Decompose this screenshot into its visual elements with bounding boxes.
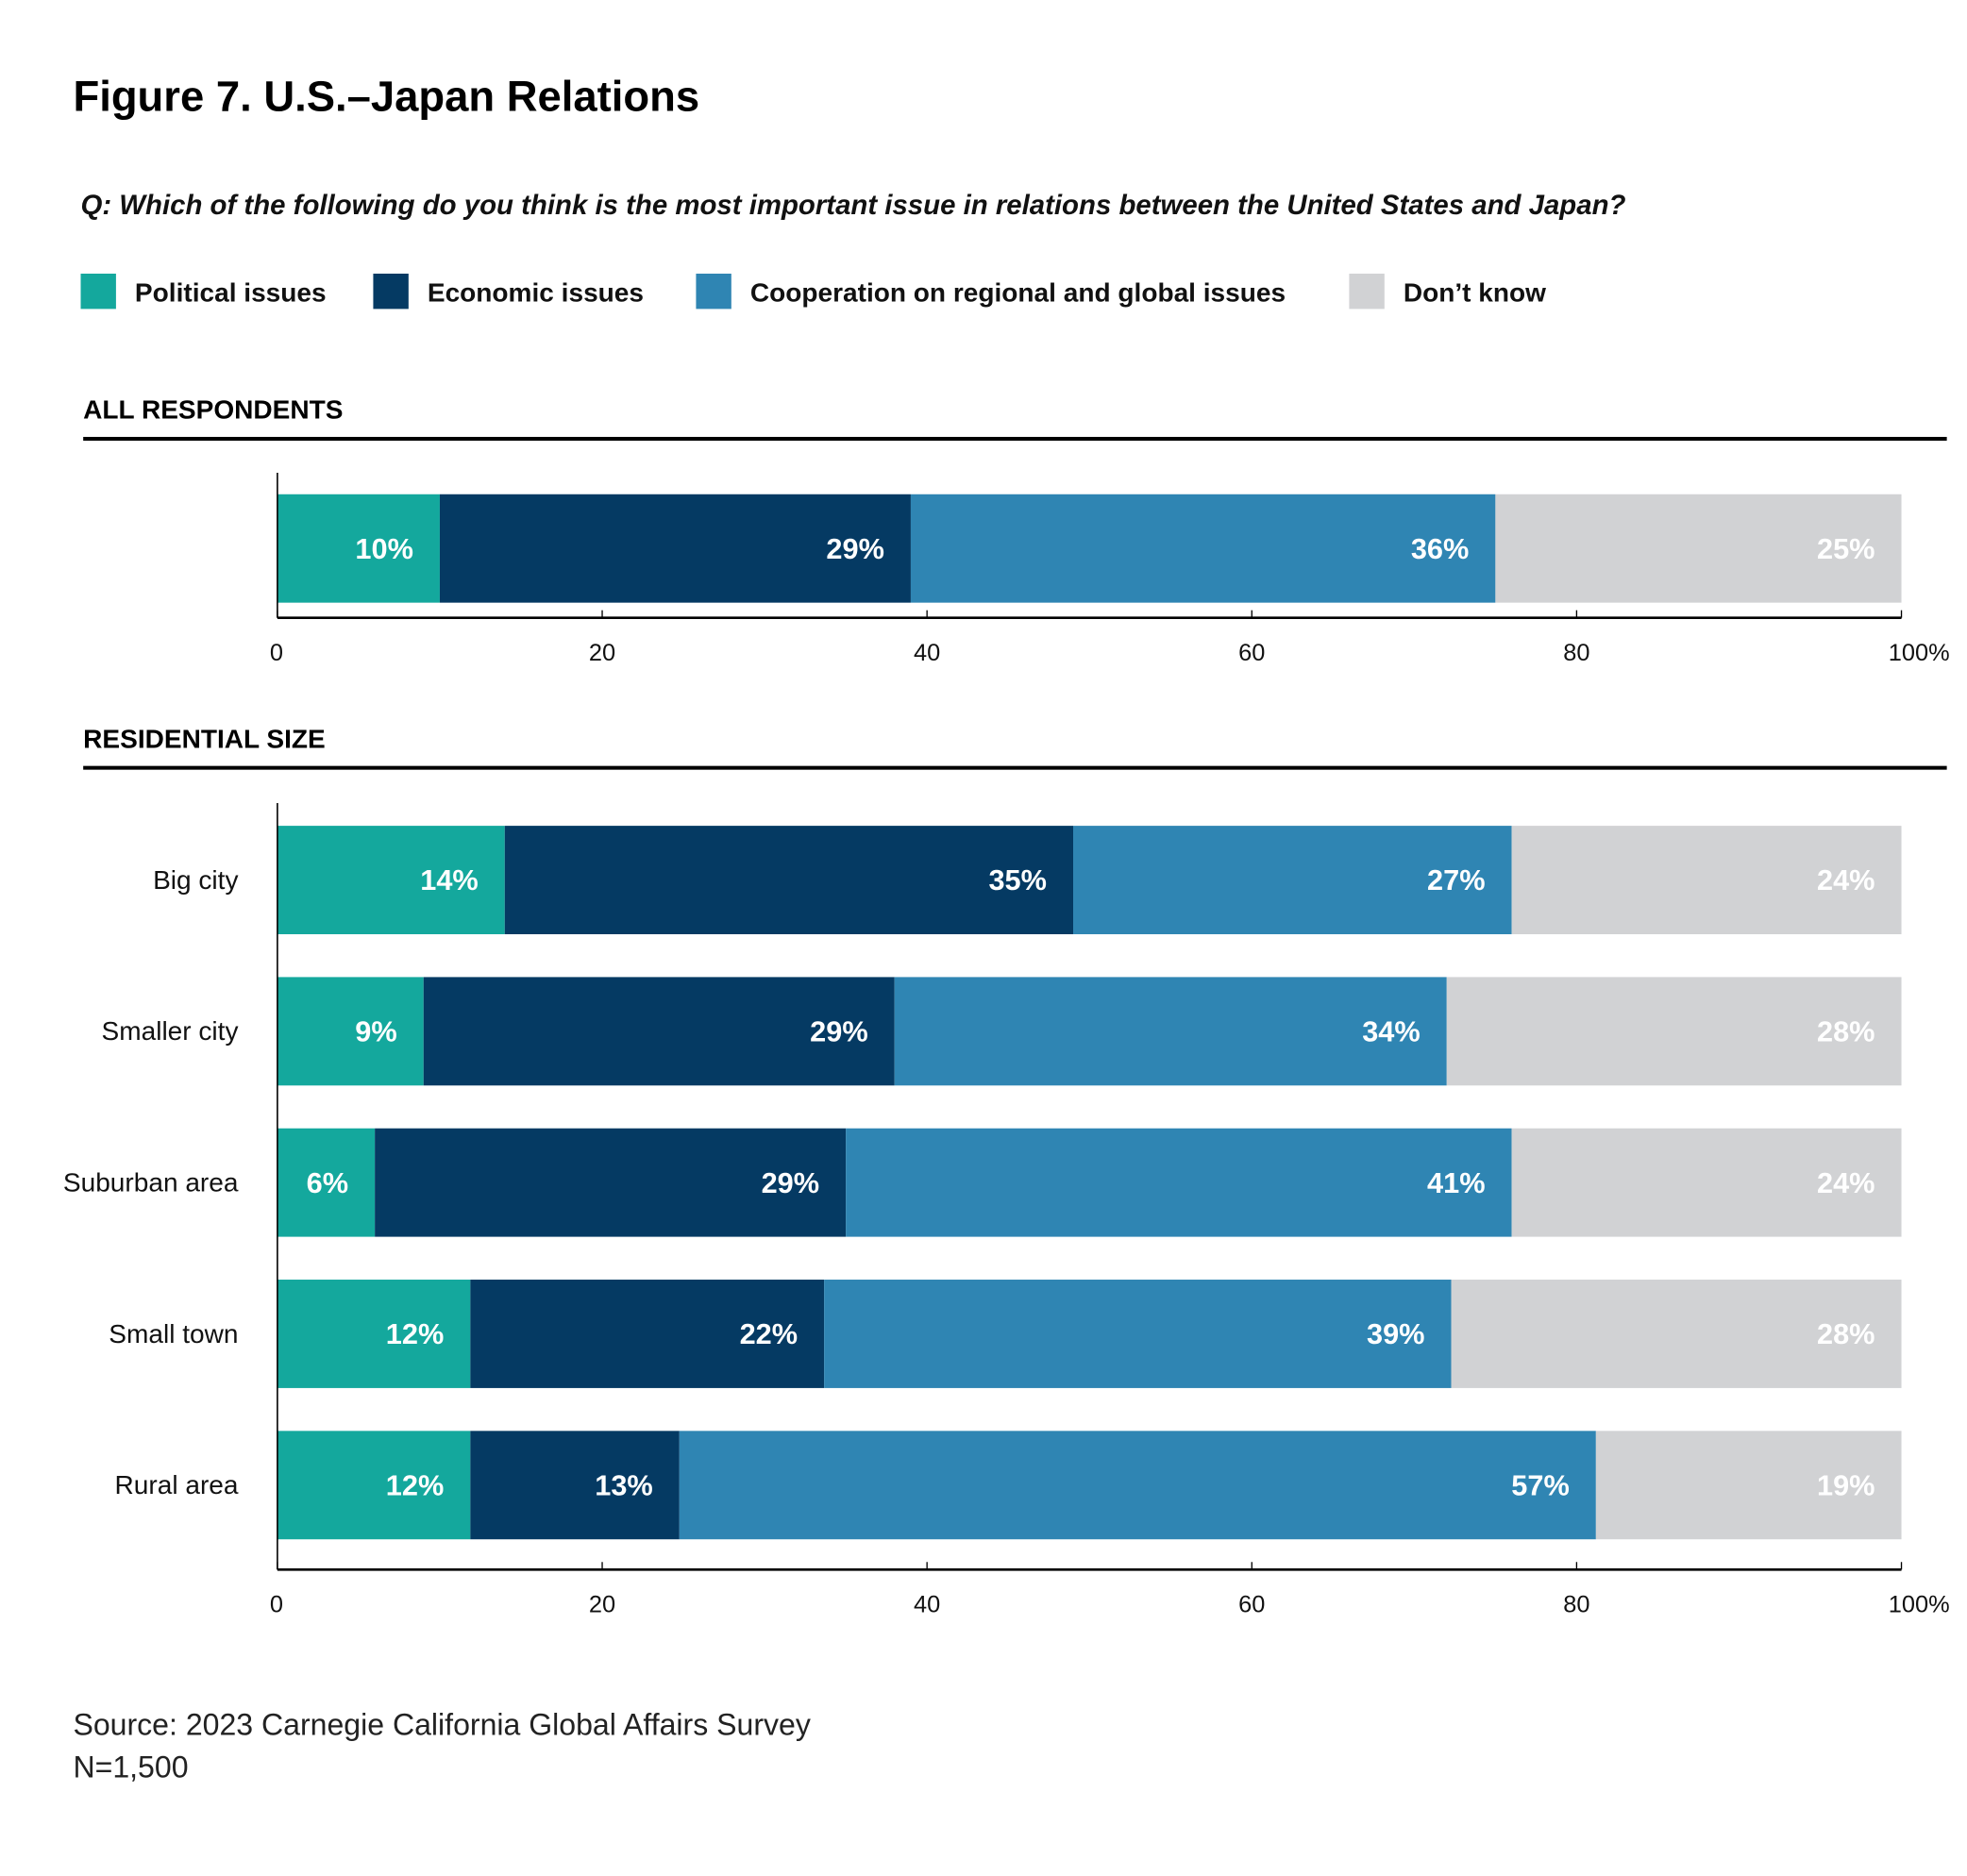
data-label: 12% xyxy=(386,1468,444,1501)
bar-segment xyxy=(470,1280,825,1388)
panel-residential-size: RESIDENTIAL SIZE Big city 14% 35% 27% 24% Smal… xyxy=(63,724,1950,1617)
x-tick-label: 100% xyxy=(1889,1592,1950,1618)
bar-row: Rural area 12% 13% 57% 19% xyxy=(115,1431,1902,1540)
bar-segment xyxy=(910,494,1496,603)
figure-title: Figure 7. U.S.–Japan Relations xyxy=(73,73,699,121)
bar-segment xyxy=(1495,494,1902,603)
legend-item: Don’t know xyxy=(1349,273,1546,310)
bar-segment xyxy=(1595,1431,1902,1540)
data-label: 34% xyxy=(1362,1015,1420,1048)
source-note: Source: 2023 Carnegie California Global … xyxy=(73,1707,810,1741)
bar-segment xyxy=(1073,826,1512,934)
bar-segment xyxy=(277,1280,471,1388)
bar-segment xyxy=(1451,1280,1902,1388)
bar-segment xyxy=(277,826,505,934)
data-label: 41% xyxy=(1427,1166,1485,1199)
bar-segment xyxy=(1511,826,1902,934)
bar-segment xyxy=(277,1431,471,1540)
bar-segment xyxy=(423,977,895,1086)
bar-row: Suburban area 6% 29% 41% 24% xyxy=(63,1128,1902,1237)
x-tick-label: 100% xyxy=(1889,640,1950,666)
legend-label: Don’t know xyxy=(1404,277,1546,307)
data-label: 29% xyxy=(826,532,883,565)
data-label: 12% xyxy=(386,1317,444,1350)
data-label: 39% xyxy=(1367,1317,1424,1350)
x-tick-label: 0 xyxy=(270,640,283,666)
bar-segment xyxy=(439,494,911,603)
section-title: RESIDENTIAL SIZE xyxy=(83,724,326,753)
bar-segment xyxy=(277,494,440,603)
bar-row: Big city 14% 35% 27% 24% xyxy=(153,826,1902,934)
legend-item: Political issues xyxy=(80,273,327,310)
data-label: 28% xyxy=(1817,1317,1875,1350)
bar-segment xyxy=(375,1128,847,1237)
legend-swatch xyxy=(1349,273,1385,310)
section-rule xyxy=(83,765,1947,770)
legend-item: Cooperation on regional and global issue… xyxy=(696,273,1286,310)
category-label: Suburban area xyxy=(63,1168,239,1198)
legend-item: Economic issues xyxy=(373,273,644,310)
data-label: 6% xyxy=(307,1166,348,1199)
x-tick-label: 20 xyxy=(589,1592,615,1618)
bar-segment xyxy=(1511,1128,1902,1237)
data-label: 28% xyxy=(1817,1015,1875,1048)
data-label: 14% xyxy=(420,863,478,896)
data-label: 35% xyxy=(988,863,1046,896)
bar-row: Smaller city 9% 29% 34% 28% xyxy=(102,977,1902,1086)
bar-segment xyxy=(894,977,1447,1086)
data-label: 24% xyxy=(1817,863,1875,896)
x-tick-label: 60 xyxy=(1238,640,1265,666)
x-tick-label: 80 xyxy=(1563,1592,1589,1618)
x-tick-label: 80 xyxy=(1563,640,1589,666)
x-tick-label: 0 xyxy=(270,1592,283,1618)
category-label: Smaller city xyxy=(102,1016,239,1046)
category-label: Small town xyxy=(109,1319,238,1348)
x-tick-label: 20 xyxy=(589,640,615,666)
bar-segment xyxy=(1446,977,1902,1086)
data-label: 19% xyxy=(1817,1468,1875,1501)
data-label: 36% xyxy=(1411,532,1469,565)
x-tick-label: 40 xyxy=(914,640,940,666)
category-label: Big city xyxy=(153,865,238,895)
category-label: Rural area xyxy=(115,1470,239,1499)
panel-all-respondents: ALL RESPONDENTS 10% 29% 36% 25% 0 20 40 60 80 100% xyxy=(83,395,1950,666)
data-label: 29% xyxy=(810,1015,867,1048)
section-rule xyxy=(83,436,1947,441)
data-label: 9% xyxy=(355,1015,396,1048)
legend-label: Economic issues xyxy=(428,277,644,307)
bar-segment xyxy=(846,1128,1512,1237)
legend-label: Cooperation on regional and global issue… xyxy=(750,277,1286,307)
data-label: 25% xyxy=(1817,532,1875,565)
legend-swatch xyxy=(696,273,731,310)
data-label: 57% xyxy=(1511,1468,1569,1501)
data-label: 29% xyxy=(762,1166,819,1199)
data-label: 22% xyxy=(740,1317,798,1350)
data-label: 10% xyxy=(355,532,412,565)
section-title: ALL RESPONDENTS xyxy=(83,395,343,425)
sample-size: N=1,500 xyxy=(73,1750,188,1784)
data-label: 13% xyxy=(595,1468,652,1501)
legend-swatch xyxy=(80,273,116,310)
bar-segment xyxy=(504,826,1074,934)
data-label: 24% xyxy=(1817,1166,1875,1199)
data-label: 27% xyxy=(1427,863,1485,896)
bar-segment xyxy=(277,977,424,1086)
bar-segment xyxy=(679,1431,1596,1540)
bar-row: Small town 12% 22% 39% 28% xyxy=(109,1280,1902,1388)
question-text: Q: Which of the following do you think i… xyxy=(80,190,1625,221)
bar-segment xyxy=(824,1280,1452,1388)
x-tick-label: 40 xyxy=(914,1592,940,1618)
bar-segment xyxy=(277,1128,376,1237)
legend: Political issues Economic issues Cooperati… xyxy=(80,273,1546,310)
bar-row: 10% 29% 36% 25% xyxy=(277,494,1902,603)
legend-label: Political issues xyxy=(135,277,327,307)
legend-swatch xyxy=(373,273,409,310)
bar-segment xyxy=(470,1431,680,1540)
x-tick-label: 60 xyxy=(1238,1592,1265,1618)
